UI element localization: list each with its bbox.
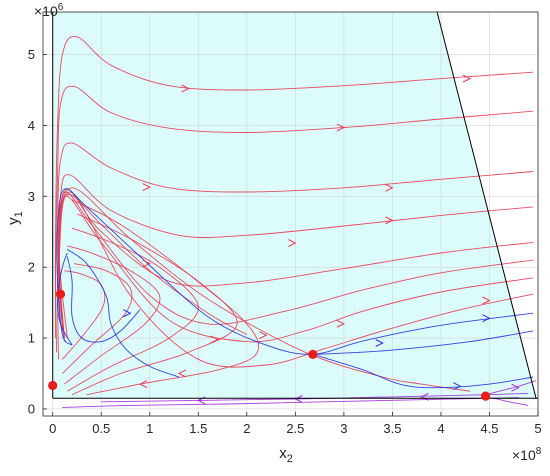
y-tick-label-4: 4 (28, 118, 35, 133)
trajectory-blue-17 (312, 330, 534, 355)
feasible-region-layer (52, 12, 537, 399)
direction-arrow-2 (336, 123, 346, 132)
trajectory-purple-24 (485, 380, 537, 396)
x-axis-multiplier: ×108 (512, 446, 542, 463)
equilibrium-point-2 (308, 349, 318, 359)
direction-arrow-12 (138, 380, 148, 389)
direction-arrow-3 (385, 183, 394, 192)
direction-arrow-11 (482, 296, 491, 305)
trajectory-blue-16 (56, 188, 534, 355)
trajectory-red-0 (55, 35, 534, 339)
direction-arrow-13 (177, 369, 187, 378)
trajectory-blue-20 (66, 256, 141, 343)
direction-arrow-9 (259, 331, 268, 340)
x-tick-label-3: 1.5 (189, 421, 207, 436)
trajectory-red-11 (71, 213, 238, 396)
y-tick-label-3: 3 (28, 189, 35, 204)
x-tick-label-6: 3 (340, 421, 347, 436)
direction-arrow-10 (210, 335, 219, 344)
y-axis-multiplier: ×106 (34, 2, 64, 19)
x-tick-label-0: 0 (49, 421, 56, 436)
trajectory-red-2 (56, 142, 534, 360)
trajectory-red-10 (71, 199, 260, 396)
direction-arrow-20 (420, 392, 429, 401)
direction-arrow-5 (385, 216, 394, 225)
trajectory-red-8 (58, 187, 471, 392)
direction-arrow-1 (181, 84, 190, 93)
ticks-layer: 0 0.5 1 1.5 2 2.5 3 3.5 4 4.5 5 0 1 2 3 4 5 (28, 47, 542, 436)
x-tick-label-8: 4 (437, 421, 444, 436)
equilibria-layer (48, 289, 491, 401)
x-tick-label-1: 0.5 (92, 421, 110, 436)
trajectory-purple-25 (494, 397, 529, 406)
direction-arrow-7 (142, 259, 151, 268)
boundary-line (436, 11, 537, 399)
trajectory-red-15 (62, 270, 106, 360)
x-tick-label-4: 2 (243, 421, 250, 436)
boundary-layer (52, 11, 538, 399)
direction-arrow-6 (288, 239, 297, 248)
equilibrium-point-0 (48, 380, 58, 391)
direction-arrow-0 (462, 74, 472, 83)
trajectory-blue-18 (312, 353, 534, 389)
y-tick-label-5: 5 (28, 47, 35, 62)
direction-arrow-21 (511, 383, 520, 392)
plot-frame (42, 11, 539, 417)
x-tick-label-9: 4.5 (480, 421, 498, 436)
feasible-region (52, 12, 537, 399)
direction-arrow-14 (375, 339, 384, 347)
y-tick-label-1: 1 (28, 331, 35, 346)
direction-arrow-8 (336, 319, 346, 328)
equilibrium-point-1 (55, 289, 66, 299)
trajectory-blue-19 (67, 249, 180, 378)
equilibrium-point-3 (480, 391, 491, 401)
y-axis-label: y1 (5, 211, 25, 225)
direction-arrow-17 (123, 309, 132, 318)
trajectory-red-12 (67, 227, 199, 392)
direction-arrow-16 (453, 382, 462, 391)
y-tick-label-2: 2 (28, 260, 35, 275)
direction-arrow-4 (142, 183, 151, 192)
y-tick-label-0: 0 (28, 401, 35, 416)
x-axis-label: x2 (279, 445, 293, 465)
x-tick-label-7: 3.5 (383, 421, 401, 436)
trajectory-red-14 (62, 263, 133, 374)
trajectory-red-1 (55, 85, 534, 353)
direction-arrow-19 (294, 395, 303, 403)
trajectory-red-7 (58, 191, 534, 368)
x-tick-label-2: 1 (146, 421, 153, 436)
x-tick-label-10: 5 (534, 421, 541, 436)
direction-arrow-15 (482, 314, 491, 323)
x-tick-label-5: 2.5 (286, 421, 304, 436)
trajectory-red-13 (64, 245, 161, 385)
